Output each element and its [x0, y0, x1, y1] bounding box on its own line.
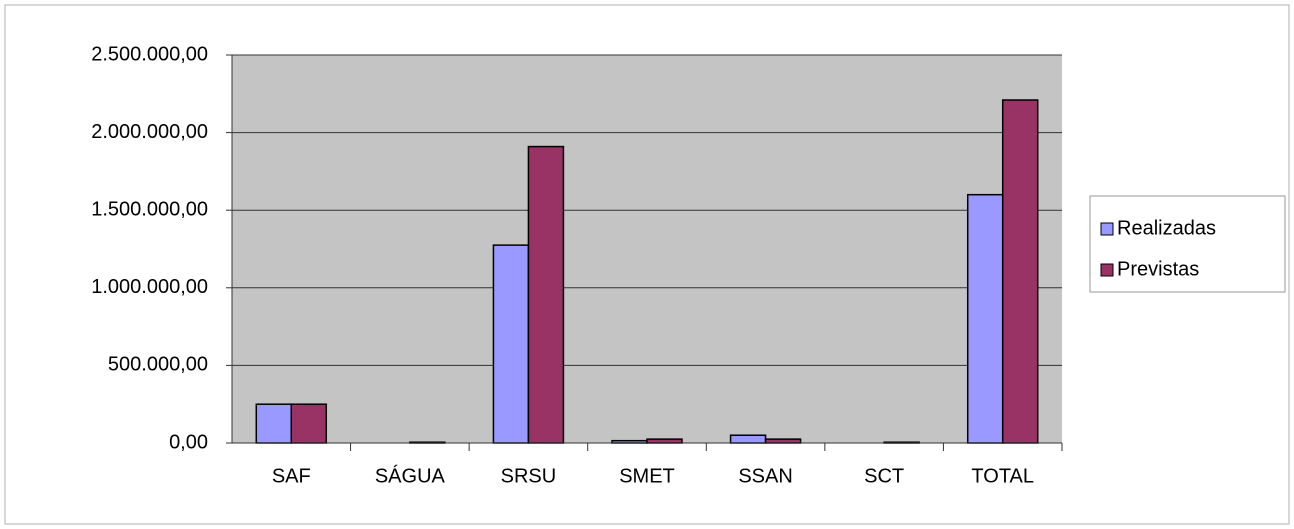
- bar: [729, 434, 767, 444]
- bar: [290, 403, 328, 444]
- legend-swatch: [1100, 263, 1114, 277]
- x-tick-label: SMET: [619, 465, 675, 487]
- plot-area: [232, 55, 1062, 443]
- legend-label: Previstas: [1117, 258, 1199, 280]
- y-tick-label: 0,00: [169, 431, 208, 453]
- y-tick-label: 2.500.000,00: [91, 43, 208, 65]
- x-tick-label: TOTAL: [971, 465, 1034, 487]
- legend-swatch: [1100, 222, 1114, 236]
- legend-label: Realizadas: [1117, 217, 1216, 239]
- x-tick-label: SÁGUA: [375, 464, 446, 487]
- bar: [492, 244, 530, 444]
- y-tick-label: 1.000.000,00: [91, 276, 208, 298]
- y-tick-label: 500.000,00: [108, 354, 208, 376]
- bar: [255, 403, 293, 444]
- y-tick-label: 2.000.000,00: [91, 121, 208, 143]
- x-tick-label: SRSU: [501, 465, 557, 487]
- bar: [1001, 99, 1039, 444]
- y-tick-label: 1.500.000,00: [91, 198, 208, 220]
- x-tick-label: SSAN: [738, 465, 792, 487]
- bar: [966, 193, 1004, 444]
- x-tick-label: SAF: [272, 465, 311, 487]
- bar: [527, 145, 565, 444]
- legend-box: [1089, 195, 1286, 293]
- bar: [646, 438, 683, 444]
- bar: [764, 438, 802, 444]
- x-tick-label: SCT: [864, 465, 904, 487]
